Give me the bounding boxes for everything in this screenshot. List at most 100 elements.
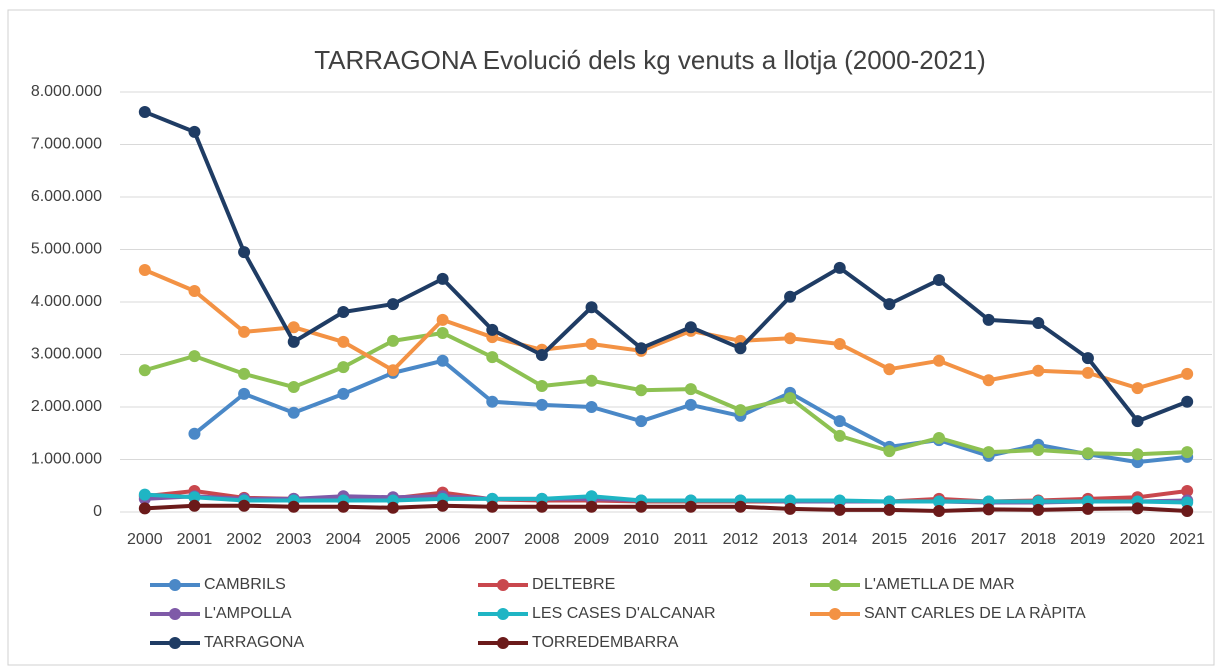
- data-point: [833, 338, 846, 350]
- series-line: [144, 330, 1188, 457]
- x-tick-label: 2002: [226, 531, 262, 548]
- y-tick-label: 4.000.000: [31, 293, 102, 310]
- data-point: [585, 301, 598, 314]
- data-point: [933, 504, 945, 517]
- data-point: [238, 246, 251, 259]
- data-point: [138, 263, 151, 276]
- y-tick-label: 6.000.000: [31, 188, 102, 205]
- data-point: [1181, 504, 1194, 517]
- x-tick-label: 2016: [921, 531, 957, 548]
- legend-label: L'AMPOLLA: [204, 605, 292, 622]
- data-point: [933, 431, 945, 444]
- legend-marker: [169, 579, 181, 591]
- data-point: [287, 500, 300, 513]
- data-point: [287, 406, 300, 419]
- data-point: [188, 350, 201, 363]
- legend-label: LES CASES D'ALCANAR: [532, 605, 716, 622]
- legend-label: TORREDEMBARRA: [532, 634, 679, 651]
- data-point: [883, 445, 896, 458]
- data-point: [436, 499, 449, 512]
- data-point: [535, 398, 548, 411]
- data-point: [635, 342, 648, 355]
- data-point: [1081, 502, 1094, 515]
- data-point: [982, 503, 995, 516]
- data-point: [833, 429, 846, 442]
- chart-border: [7, 9, 1215, 666]
- data-point: [933, 354, 945, 367]
- legend-marker: [829, 579, 841, 591]
- x-tick-label: 2009: [574, 531, 610, 548]
- x-tick-label: 2015: [872, 531, 908, 548]
- legend-marker: [497, 637, 509, 649]
- data-point: [337, 387, 350, 400]
- data-point: [138, 105, 151, 118]
- data-point: [734, 404, 747, 417]
- x-tick-label: 2017: [971, 531, 1007, 548]
- data-point: [337, 500, 350, 513]
- x-tick-label: 2008: [524, 531, 560, 548]
- legend-marker: [169, 608, 181, 620]
- x-tick-label: 2018: [1020, 531, 1056, 548]
- data-point: [287, 381, 300, 394]
- data-point: [337, 361, 350, 374]
- data-point: [1081, 352, 1094, 365]
- series-line: [144, 503, 1188, 513]
- data-point: [486, 323, 499, 336]
- data-point: [1181, 496, 1194, 509]
- data-point: [535, 349, 548, 362]
- x-tick-label: 2011: [674, 531, 709, 548]
- data-point: [138, 364, 151, 377]
- data-point: [188, 125, 201, 138]
- data-point: [1131, 415, 1144, 428]
- x-tick-label: 2014: [822, 531, 858, 548]
- data-point: [1081, 366, 1094, 379]
- x-tick-label: 2019: [1070, 531, 1106, 548]
- data-point: [635, 384, 648, 397]
- data-point: [684, 500, 697, 513]
- data-point: [387, 501, 399, 514]
- data-point: [1032, 317, 1045, 329]
- x-tick-label: 2020: [1120, 531, 1156, 548]
- x-tick-label: 2013: [772, 531, 808, 548]
- y-tick-label: 8.000.000: [31, 83, 102, 100]
- y-tick-label: 3.000.000: [31, 346, 102, 363]
- data-point: [1032, 503, 1045, 516]
- data-point: [238, 387, 251, 400]
- data-point: [436, 313, 449, 326]
- data-point: [883, 298, 896, 311]
- legend-label: L'AMETLLA DE MAR: [864, 576, 1015, 593]
- legend-label: CAMBRILS: [204, 576, 286, 593]
- x-tick-label: 2012: [723, 531, 759, 548]
- data-point: [635, 415, 648, 428]
- data-point: [1131, 448, 1144, 461]
- y-tick-label: 1.000.000: [31, 451, 102, 468]
- legend-marker: [497, 608, 509, 620]
- data-point: [486, 395, 499, 408]
- data-point: [238, 499, 251, 512]
- data-point: [585, 490, 598, 503]
- data-point: [535, 380, 548, 392]
- x-tick-label: 2004: [326, 531, 362, 548]
- legend-label: SANT CARLES DE LA RÀPITA: [864, 603, 1086, 622]
- data-point: [1032, 444, 1045, 457]
- data-point: [1181, 446, 1194, 459]
- series-line: [144, 268, 1188, 391]
- data-point: [883, 495, 896, 508]
- data-point: [387, 364, 399, 377]
- data-point: [784, 332, 797, 345]
- data-point: [436, 354, 449, 367]
- x-tick-label: 2007: [474, 531, 510, 548]
- data-point: [1181, 367, 1194, 380]
- data-point: [486, 500, 499, 513]
- x-tick-label: 2003: [276, 531, 312, 548]
- y-tick-label: 7.000.000: [31, 136, 102, 153]
- data-point: [982, 313, 995, 326]
- y-tick-label: 2.000.000: [31, 398, 102, 415]
- data-point: [387, 298, 399, 311]
- data-point: [833, 415, 846, 428]
- legend-label: DELTEBRE: [532, 576, 615, 593]
- data-point: [585, 338, 598, 350]
- data-point: [1081, 447, 1094, 460]
- data-point: [337, 335, 350, 348]
